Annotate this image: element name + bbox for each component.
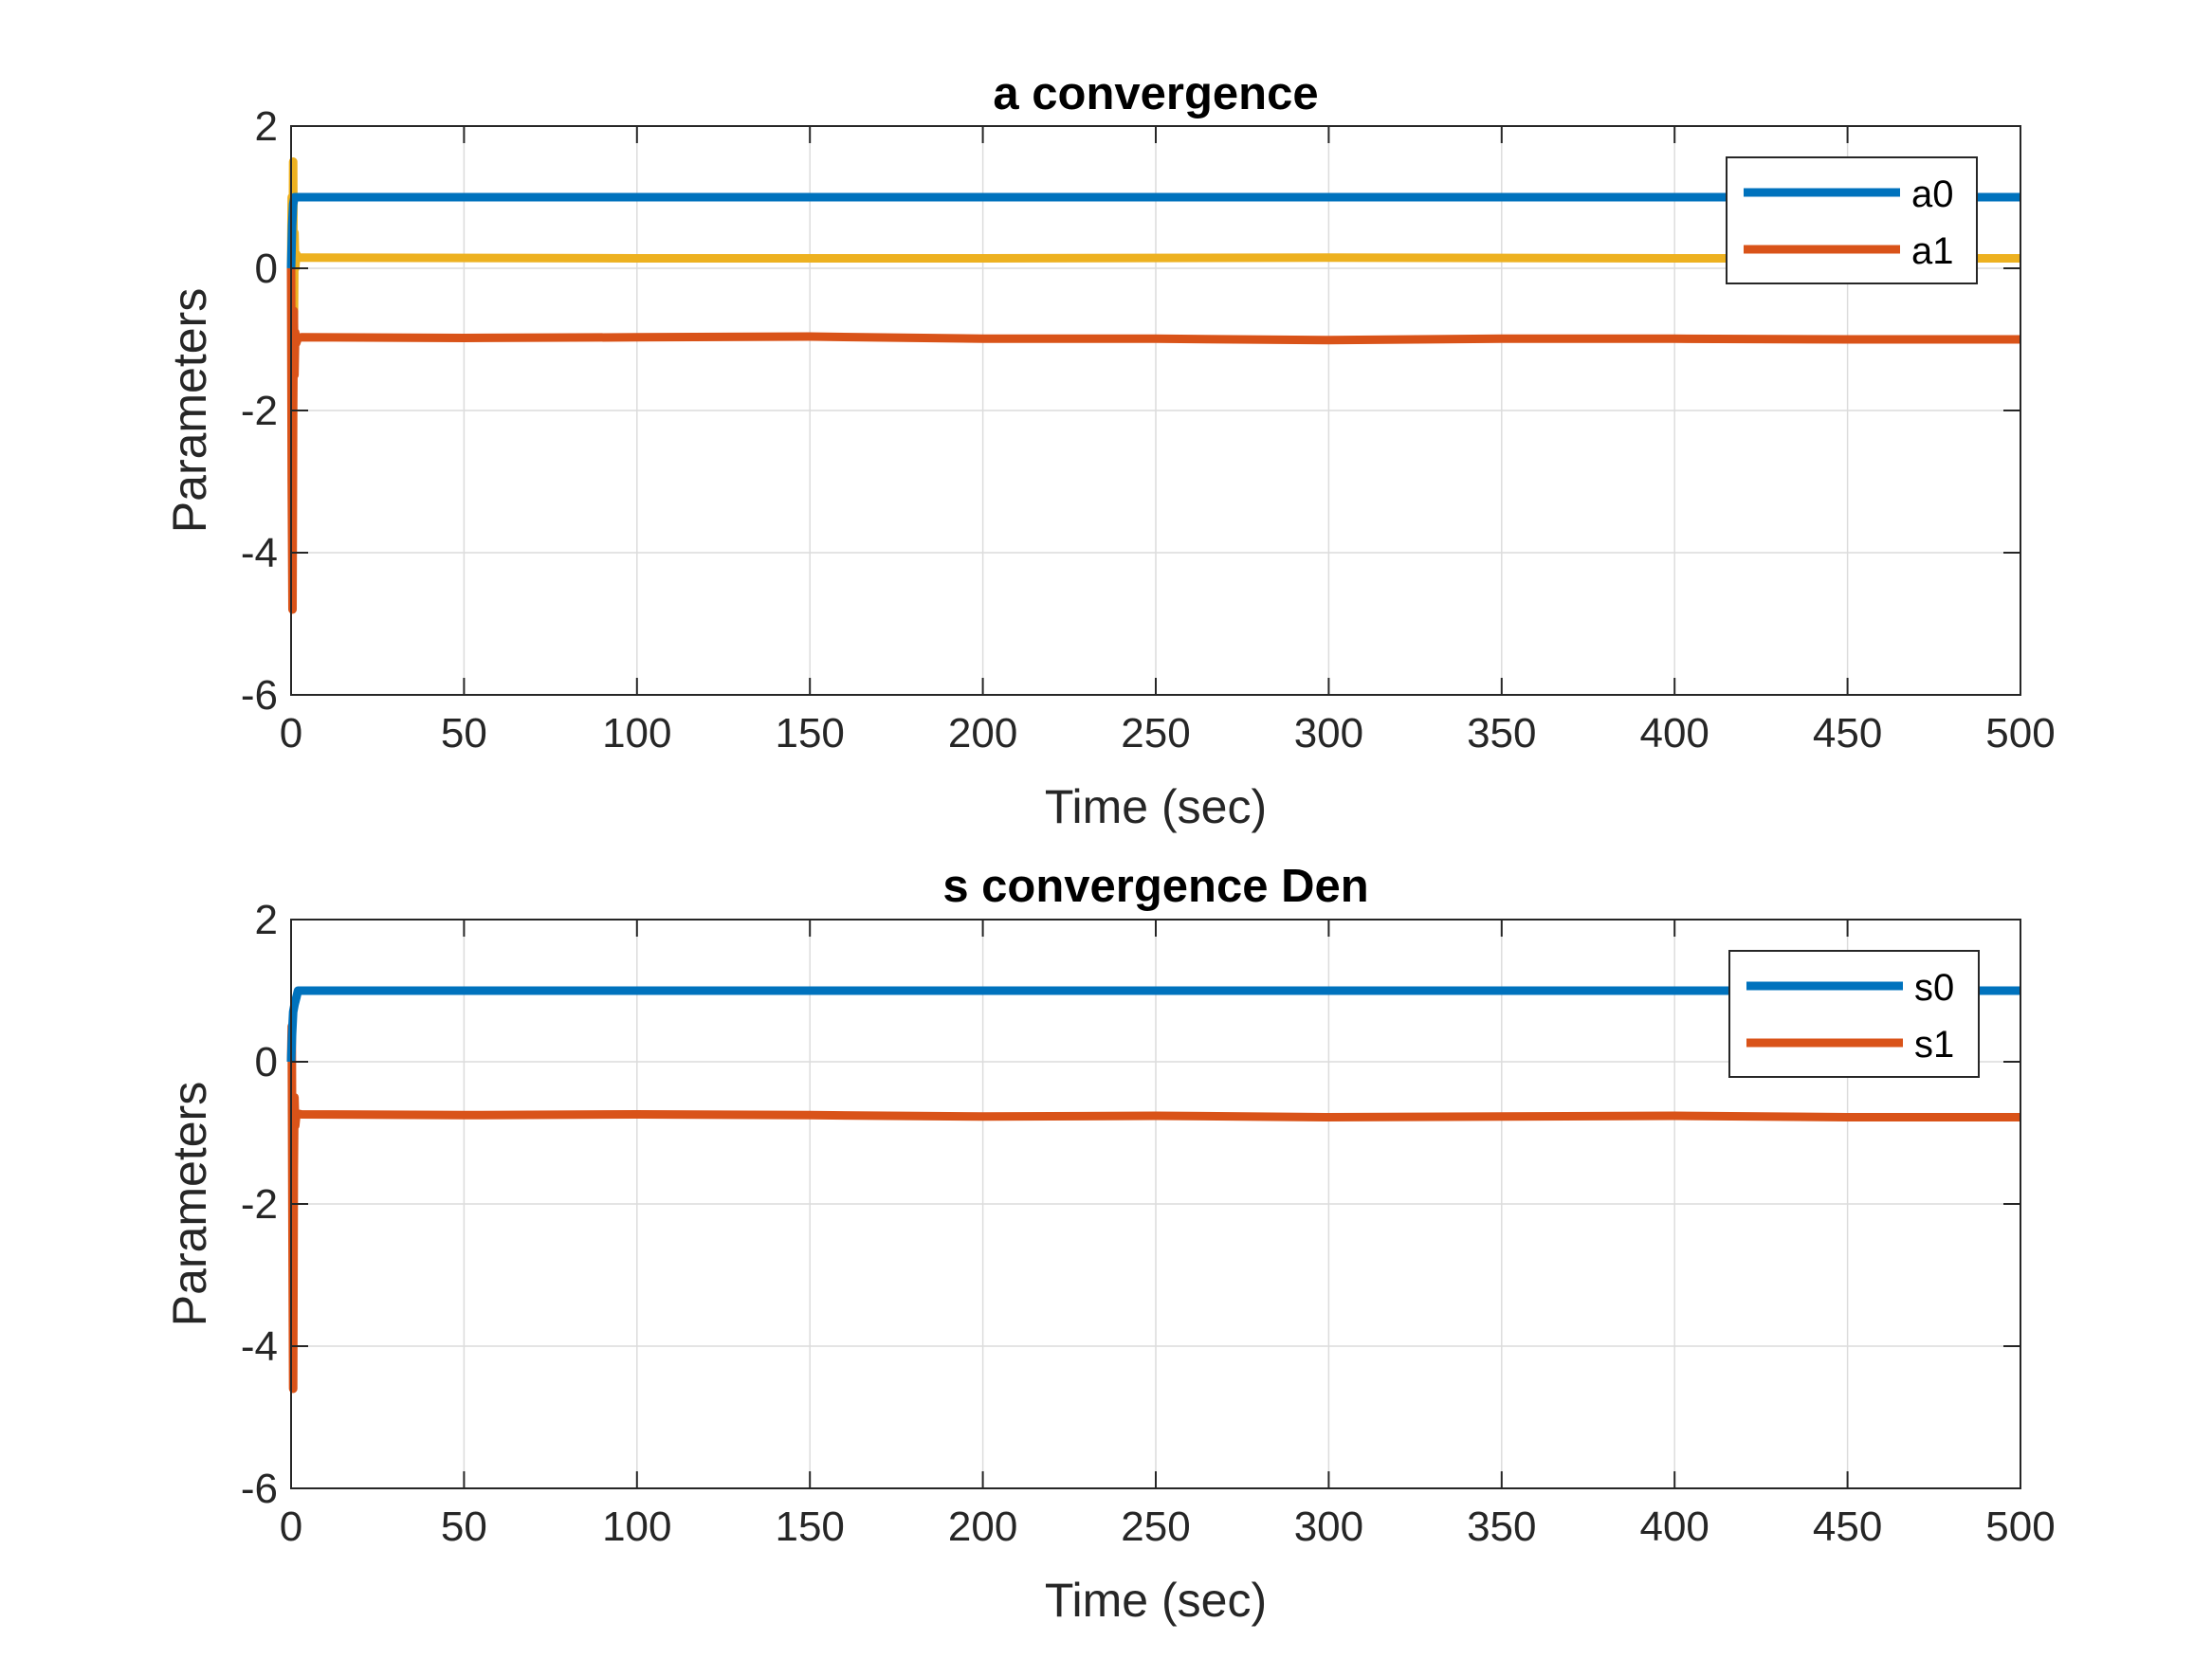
x-tick-label: 300 (1294, 1504, 1363, 1550)
x-tick-label: 50 (441, 1504, 487, 1550)
x-tick-label: 300 (1294, 710, 1363, 757)
legend-box (1726, 156, 1978, 284)
x-tick-label: 200 (948, 1504, 1017, 1550)
x-tick-label: 400 (1639, 710, 1709, 757)
legend-label-s0: s0 (1914, 967, 1954, 1009)
x-tick-label: 250 (1121, 1504, 1190, 1550)
y-tick-labels: -6 -4 -2 0 2 (241, 103, 278, 719)
x-tick-labels: 0 50 100 150 200 250 300 350 400 450 500 (280, 710, 2056, 757)
legend-label-s1: s1 (1914, 1024, 1954, 1066)
series-line-s0 (286, 986, 2020, 1063)
x-tick-label: 450 (1813, 1504, 1882, 1550)
x-tick-label: 450 (1813, 710, 1882, 757)
series-line-a1 (286, 267, 2020, 614)
x-tick-label: 250 (1121, 710, 1190, 757)
subplot-a-convergence: 0 50 100 150 200 250 300 350 400 450 500 -6-4-202 … (163, 68, 2056, 833)
legend-label-a1: a1 (1911, 230, 1954, 272)
y-tick-label: 0 (255, 1039, 278, 1085)
x-tick-label: 0 (280, 710, 302, 757)
y-tick-label: 2 (255, 103, 278, 150)
y-tick-label: -2 (241, 1181, 278, 1228)
x-tick-label: 400 (1639, 1504, 1709, 1550)
x-tick-label: 100 (602, 1504, 671, 1550)
x-tick-label: 500 (1985, 710, 2055, 757)
y-axis-label: Parameters (163, 1082, 216, 1326)
x-tick-label: 350 (1467, 1504, 1536, 1550)
x-tick-label: 350 (1467, 710, 1536, 757)
y-tick-label: -6 (241, 1466, 278, 1512)
tick-marks (290, 919, 2021, 1489)
y-tick-label: 0 (255, 246, 278, 292)
y-tick-label: -4 (241, 1323, 278, 1370)
y-tick-label: -6 (241, 672, 278, 719)
series-lines (286, 157, 2020, 614)
y-tick-label: -4 (241, 530, 278, 576)
x-tick-label: 50 (441, 710, 487, 757)
chart-title: a convergence (993, 68, 1318, 119)
series-line-s1 (286, 1022, 2020, 1394)
legend-box (1728, 950, 1980, 1078)
series-line-a0 (286, 192, 2020, 269)
legend: a0 a1 (1726, 156, 1978, 284)
x-tick-label: 200 (948, 710, 1017, 757)
subplot-s-convergence-den: 0 50 100 150 200 250 300 350 400 450 500 -6-4-202 … (163, 861, 2056, 1627)
x-axis-label: Time (sec) (1045, 780, 1267, 833)
y-tick-label: 2 (255, 897, 278, 943)
tick-marks (290, 125, 2021, 696)
legend: s0 s1 (1728, 950, 1980, 1078)
y-tick-labels: -6 -4 -2 0 2 (241, 897, 278, 1512)
x-tick-label: 100 (602, 710, 671, 757)
x-tick-label: 500 (1985, 1504, 2055, 1550)
legend-label-a0: a0 (1911, 173, 1954, 215)
x-tick-label: 150 (775, 1504, 844, 1550)
series-lines (286, 986, 2020, 1394)
y-axis-label: Parameters (163, 288, 216, 533)
x-axis-label: Time (sec) (1045, 1574, 1267, 1627)
x-tick-label: 150 (775, 710, 844, 757)
chart-title: s convergence Den (942, 861, 1368, 912)
x-tick-labels: 0 50 100 150 200 250 300 350 400 450 500 (280, 1504, 2056, 1550)
x-tick-label: 0 (280, 1504, 302, 1550)
y-tick-label: -2 (241, 388, 278, 434)
